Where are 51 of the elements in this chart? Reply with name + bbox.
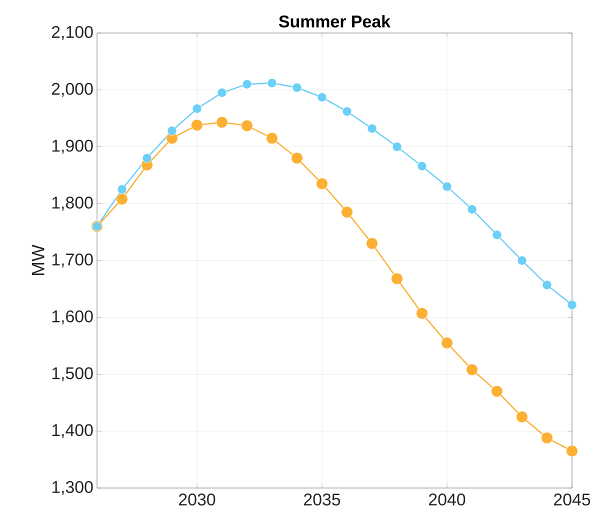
point xyxy=(266,132,278,144)
x-tick-label: 2040 xyxy=(429,494,466,506)
point xyxy=(191,119,203,132)
point xyxy=(491,385,503,398)
point xyxy=(541,432,553,444)
x-tick-label: 2045 xyxy=(554,494,590,506)
point xyxy=(567,300,577,310)
y-tick-label: 2,100 xyxy=(52,26,93,40)
point xyxy=(292,82,302,92)
point xyxy=(566,445,578,457)
y-tick-label: 1,400 xyxy=(52,424,93,438)
y-tick-label: 1,800 xyxy=(52,196,93,211)
point xyxy=(216,116,228,128)
point xyxy=(466,364,478,376)
point xyxy=(417,161,427,171)
point xyxy=(467,204,477,214)
point xyxy=(441,337,453,349)
point xyxy=(416,307,428,320)
point xyxy=(291,152,303,164)
point xyxy=(117,184,127,194)
point xyxy=(267,78,277,88)
point xyxy=(116,193,128,205)
point xyxy=(367,124,377,134)
y-tick-label: 1,700 xyxy=(52,254,93,268)
point xyxy=(242,79,252,89)
y-tick-label: 1,500 xyxy=(52,367,93,382)
chart-title: Summer Peak xyxy=(278,15,391,28)
point xyxy=(316,178,328,190)
point xyxy=(517,256,527,266)
y-tick-label: 2,000 xyxy=(52,82,93,97)
point xyxy=(391,272,403,285)
point xyxy=(516,411,528,423)
point xyxy=(492,230,502,240)
x-tick-label: 2035 xyxy=(304,494,340,506)
point xyxy=(142,153,152,163)
point xyxy=(217,88,227,98)
y-tick-label: 1,900 xyxy=(52,140,93,154)
point xyxy=(366,238,378,250)
point xyxy=(241,120,253,132)
point xyxy=(167,126,177,136)
x-tick-label: 2030 xyxy=(179,494,216,506)
y-tick-label: 1,300 xyxy=(52,481,93,495)
point xyxy=(442,182,452,192)
point xyxy=(342,106,352,116)
point xyxy=(317,92,327,102)
point xyxy=(192,104,202,114)
y-axis-title: MW xyxy=(32,244,44,275)
point xyxy=(341,206,353,218)
point xyxy=(542,280,552,290)
point xyxy=(392,142,402,152)
y-tick-label: 1,600 xyxy=(52,310,93,324)
